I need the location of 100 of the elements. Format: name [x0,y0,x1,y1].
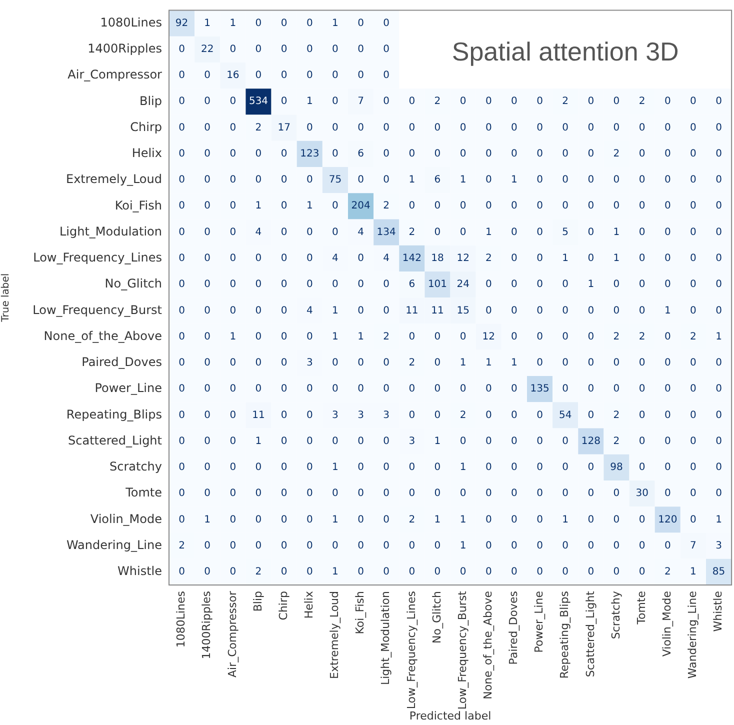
data-label: 1 [511,358,518,369]
y-tick-label: Power_Line [94,381,162,396]
x-tick-label: No_Glitch [430,590,444,644]
data-label: 0 [638,200,646,212]
data-label: 0 [383,96,390,108]
data-label: 0 [690,410,696,421]
data-label: 0 [536,200,543,212]
x-tick-label: Chirp [276,590,290,620]
data-label: 0 [408,384,416,395]
data-label: 0 [178,70,185,82]
data-label: 0 [536,148,543,160]
data-label: 0 [562,279,569,290]
data-label: 1 [485,358,492,369]
data-label: 4 [383,253,390,264]
data-label: 0 [255,462,262,474]
data-label: 0 [588,540,594,552]
data-label: 0 [664,331,671,342]
data-label: 0 [536,488,543,500]
data-label: 0 [204,384,211,395]
data-label: 0 [178,410,185,421]
data-label: 0 [511,331,518,342]
data-label: 0 [638,540,646,552]
data-label: 1 [255,200,262,212]
data-label: 0 [280,44,288,55]
data-label: 2 [460,410,466,421]
data-label: 0 [204,96,211,108]
data-label: 1 [204,514,211,526]
data-label: 0 [536,410,543,421]
data-label: 12 [456,253,470,264]
data-label: 0 [358,540,364,552]
data-label: 2 [485,253,492,264]
data-label: 1 [460,174,466,186]
data-label: 0 [255,358,262,369]
data-label: 1 [434,514,441,526]
data-label: 0 [178,96,185,108]
data-label: 0 [204,410,211,421]
data-label: 1 [460,540,466,552]
data-label: 0 [255,384,262,395]
data-label: 0 [664,358,671,369]
data-label: 0 [716,226,722,238]
data-label: 0 [536,462,543,474]
data-label: 18 [431,253,444,264]
data-label: 0 [178,384,185,395]
data-label: 0 [511,148,518,160]
data-label: 1 [613,253,620,264]
data-label: 2 [562,96,569,108]
y-tick-label: 1400Ripples [88,42,162,56]
data-label: 2 [255,566,262,578]
data-label: 0 [306,410,313,421]
data-label: 0 [588,253,594,264]
data-label: 22 [200,44,214,55]
x-tick-label: Paired_Doves [507,590,520,665]
data-label: 0 [280,514,288,526]
data-label: 0 [485,148,492,160]
text: Spatial attention 3D [452,36,679,67]
data-label: 0 [408,410,416,421]
data-label: 1 [664,305,671,316]
data-label: 0 [511,436,518,447]
data-label: 0 [434,410,441,421]
data-label: 0 [255,44,262,55]
data-label: 0 [255,174,262,186]
data-label: 6 [408,279,416,290]
data-label: 7 [690,540,696,552]
y-tick-label: Low_Frequency_Lines [33,250,162,265]
data-label: 11 [431,305,444,316]
data-label: 0 [383,18,390,29]
data-label: 101 [428,279,448,290]
data-label: 0 [511,253,518,264]
data-label: 0 [280,253,288,264]
data-label: 0 [485,514,492,526]
data-label: 0 [690,462,696,474]
data-label: 0 [588,410,594,421]
data-label: 0 [178,44,185,55]
data-label: 2 [383,200,390,212]
data-label: 92 [175,18,188,29]
data-label: 2 [613,436,620,447]
data-label: 0 [204,70,211,82]
data-label: 0 [536,514,543,526]
data-label: 0 [562,174,569,186]
data-label: 2 [255,122,262,134]
data-label: 0 [485,305,492,316]
data-label: 0 [638,305,646,316]
data-label: 0 [178,122,185,134]
data-label: 6 [358,148,364,160]
data-label: 0 [690,148,696,160]
data-label: 0 [716,436,722,447]
data-label: 0 [716,200,722,212]
data-label: 0 [511,462,518,474]
data-label: 0 [613,200,620,212]
data-label: 0 [716,174,722,186]
data-label: 2 [383,331,390,342]
data-label: 0 [664,279,671,290]
data-label: 0 [485,488,492,500]
data-label: 0 [408,148,416,160]
data-label: 0 [588,148,594,160]
data-label: 3 [332,410,338,421]
data-label: 0 [383,462,390,474]
x-tick-label: Extremely_Loud [328,591,342,679]
y-tick-label: Scratchy [109,460,162,474]
data-label: 0 [460,96,466,108]
